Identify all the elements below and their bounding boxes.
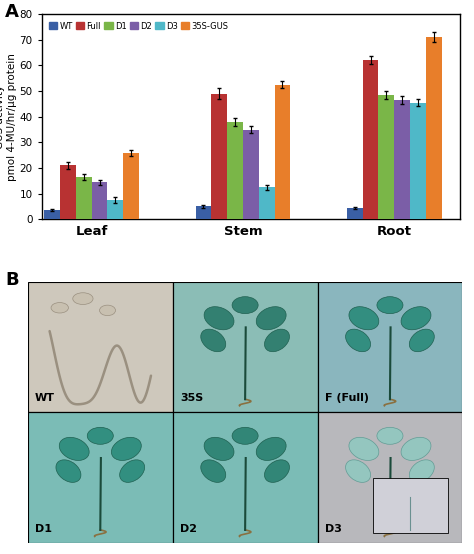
Text: A: A xyxy=(5,3,19,20)
Text: B: B xyxy=(5,271,18,289)
